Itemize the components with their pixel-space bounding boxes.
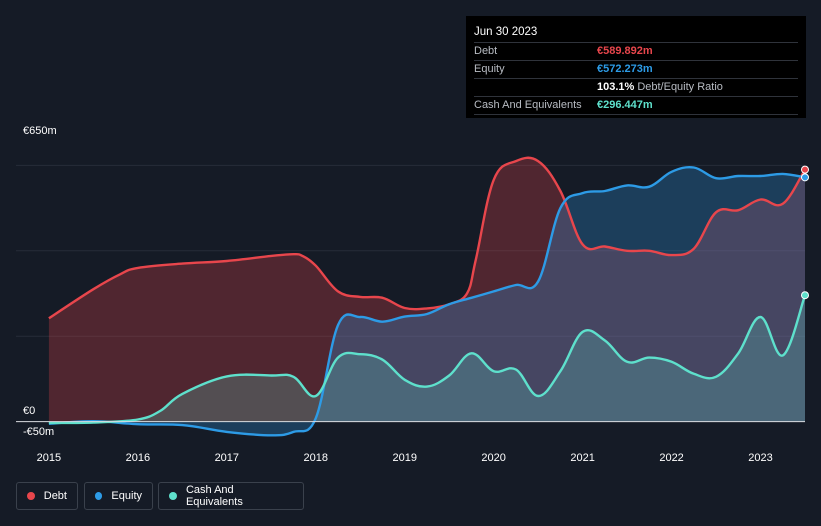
debt-area bbox=[48, 157, 805, 422]
tooltip-value-cash: €296.447m bbox=[597, 99, 653, 111]
y-label-top: €650m bbox=[23, 125, 57, 137]
legend-cash[interactable]: Cash And Equivalents bbox=[158, 482, 304, 510]
tooltip: Jun 30 2023 Debt €589.892m Equity €572.2… bbox=[466, 16, 806, 118]
equity-line bbox=[48, 165, 806, 437]
y-label-zero: €0 bbox=[23, 405, 35, 417]
tooltip-label-ratio bbox=[474, 79, 597, 96]
x-tick-2023: 2023 bbox=[748, 452, 772, 464]
cash-dot-icon bbox=[169, 492, 177, 500]
x-tick-2015: 2015 bbox=[37, 452, 61, 464]
legend-debt[interactable]: Debt bbox=[16, 482, 78, 510]
x-tick-2016: 2016 bbox=[126, 452, 150, 464]
x-tick-2020: 2020 bbox=[481, 452, 505, 464]
ratio-value: 103.1% bbox=[597, 81, 635, 93]
y-axis-labels: €650m €0 -€50m bbox=[23, 125, 57, 438]
tooltip-row-ratio: 103.1% Debt/Equity Ratio bbox=[474, 78, 798, 96]
tooltip-date: Jun 30 2023 bbox=[474, 26, 538, 38]
equity-dot-icon bbox=[95, 492, 103, 500]
tooltip-row-cash: Cash And Equivalents €296.447m bbox=[474, 96, 798, 115]
x-tick-2018: 2018 bbox=[304, 452, 328, 464]
debt-end-marker bbox=[801, 165, 809, 174]
tooltip-row-debt: Debt €589.892m bbox=[474, 42, 798, 60]
ratio-description: Debt/Equity Ratio bbox=[637, 81, 723, 93]
tooltip-label-debt: Debt bbox=[474, 45, 498, 57]
legend-label-equity: Equity bbox=[111, 490, 142, 502]
tooltip-value-ratio: 103.1% Debt/Equity Ratio bbox=[597, 79, 723, 96]
tooltip-value-debt: €589.892m bbox=[597, 45, 653, 57]
series-areas bbox=[48, 157, 805, 436]
cash-end-marker bbox=[801, 291, 809, 300]
legend-equity[interactable]: Equity bbox=[84, 482, 153, 510]
equity-end-marker bbox=[801, 173, 809, 182]
cash-area bbox=[48, 295, 805, 423]
y-label-bottom: -€50m bbox=[23, 426, 54, 438]
cash-line bbox=[48, 294, 807, 425]
x-tick-2017: 2017 bbox=[215, 452, 239, 464]
x-tick-2022: 2022 bbox=[659, 452, 683, 464]
legend-label-cash: Cash And Equivalents bbox=[185, 484, 243, 508]
tooltip-value-equity: €572.273m bbox=[597, 63, 653, 75]
x-tick-labels: 2015 2016 2017 2018 2019 2020 2021 2022 2023 bbox=[37, 452, 773, 464]
x-tick-2021: 2021 bbox=[570, 452, 594, 464]
equity-area bbox=[48, 167, 805, 436]
tooltip-label-cash: Cash And Equivalents bbox=[474, 99, 582, 111]
tooltip-row-equity: Equity €572.273m bbox=[474, 60, 798, 78]
legend-label-debt: Debt bbox=[43, 490, 67, 502]
tooltip-label-equity: Equity bbox=[474, 63, 505, 75]
debt-dot-icon bbox=[27, 492, 35, 500]
series-lines bbox=[48, 156, 807, 437]
debt-line bbox=[48, 156, 807, 320]
x-tick-2019: 2019 bbox=[392, 452, 416, 464]
end-markers bbox=[801, 165, 809, 300]
